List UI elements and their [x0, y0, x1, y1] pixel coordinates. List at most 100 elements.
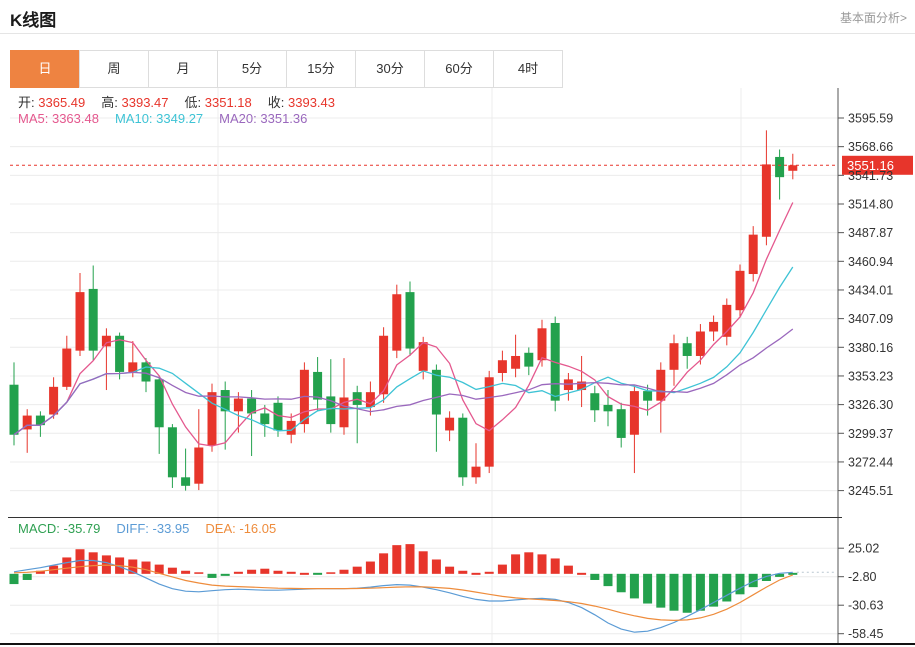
macd-hist-bar[interactable] [88, 552, 98, 574]
macd-hist-bar[interactable] [458, 570, 468, 574]
candle-body[interactable] [313, 371, 323, 400]
candle-body[interactable] [471, 466, 481, 478]
macd-hist-bar[interactable] [629, 573, 639, 599]
candle-body[interactable] [748, 234, 758, 275]
macd-hist-bar[interactable] [643, 573, 653, 604]
candle-body[interactable] [22, 415, 32, 430]
candle-body[interactable] [194, 447, 204, 484]
candle-body[interactable] [365, 392, 375, 408]
candle-body[interactable] [709, 321, 719, 332]
macd-hist-bar[interactable] [62, 557, 72, 574]
candle-body[interactable] [445, 417, 455, 431]
candle-body[interactable] [775, 156, 785, 178]
candle-body[interactable] [656, 369, 666, 401]
candle-body[interactable] [154, 379, 164, 428]
macd-hist-bar[interactable] [233, 571, 243, 574]
candle-body[interactable] [220, 390, 230, 412]
candle-body[interactable] [537, 328, 547, 361]
candle-body[interactable] [524, 352, 534, 367]
candle-body[interactable] [590, 393, 600, 411]
macd-hist-bar[interactable] [22, 573, 32, 580]
macd-hist-bar[interactable] [445, 566, 455, 574]
macd-hist-bar[interactable] [431, 559, 441, 574]
candle-body[interactable] [379, 335, 389, 395]
candle-body[interactable] [431, 369, 441, 415]
macd-hist-bar[interactable] [775, 573, 785, 577]
candle-body[interactable] [273, 402, 283, 431]
tab-weekly[interactable]: 周 [79, 50, 149, 88]
candle-body[interactable] [788, 165, 798, 171]
candle-body[interactable] [722, 304, 732, 337]
macd-hist-bar[interactable] [194, 572, 204, 574]
candle-body[interactable] [260, 413, 270, 425]
candle-body[interactable] [643, 391, 653, 401]
macd-hist-bar[interactable] [326, 572, 336, 574]
candle-body[interactable] [577, 381, 587, 391]
macd-hist-bar[interactable] [524, 552, 534, 574]
macd-hist-bar[interactable] [484, 571, 494, 574]
candle-body[interactable] [511, 355, 521, 369]
macd-hist-bar[interactable] [761, 573, 771, 581]
tab-4hour[interactable]: 4时 [493, 50, 563, 88]
macd-hist-bar[interactable] [682, 573, 692, 613]
macd-hist-bar[interactable] [379, 553, 389, 574]
macd-hist-bar[interactable] [75, 549, 85, 574]
macd-hist-bar[interactable] [260, 568, 270, 574]
macd-hist-bar[interactable] [748, 573, 758, 588]
candle-body[interactable] [458, 417, 468, 478]
candle-body[interactable] [695, 331, 705, 356]
tab-monthly[interactable]: 月 [148, 50, 218, 88]
candle-body[interactable] [603, 404, 613, 412]
tab-30min[interactable]: 30分 [355, 50, 425, 88]
macd-hist-bar[interactable] [299, 572, 309, 575]
macd-hist-bar[interactable] [220, 573, 230, 576]
candle-body[interactable] [115, 335, 125, 372]
candle-body[interactable] [669, 343, 679, 370]
macd-hist-bar[interactable] [788, 572, 798, 575]
macd-hist-bar[interactable] [365, 561, 375, 574]
macd-hist-bar[interactable] [181, 570, 191, 574]
tab-5min[interactable]: 5分 [217, 50, 287, 88]
candle-body[interactable] [49, 386, 59, 415]
candle-body[interactable] [286, 420, 296, 435]
candle-body[interactable] [682, 343, 692, 356]
candle-body[interactable] [326, 396, 336, 425]
candle-body[interactable] [418, 342, 428, 371]
tab-15min[interactable]: 15分 [286, 50, 356, 88]
macd-hist-bar[interactable] [339, 569, 349, 574]
macd-hist-bar[interactable] [616, 573, 626, 593]
candle-body[interactable] [247, 398, 257, 414]
macd-hist-bar[interactable] [471, 572, 481, 575]
macd-hist-bar[interactable] [603, 573, 613, 587]
candle-body[interactable] [167, 427, 177, 478]
tab-daily[interactable]: 日 [10, 50, 80, 88]
macd-hist-bar[interactable] [563, 565, 573, 574]
candle-body[interactable] [9, 384, 19, 435]
candle-body[interactable] [101, 335, 111, 347]
candle-body[interactable] [181, 477, 191, 486]
candle-body[interactable] [207, 392, 217, 446]
candle-body[interactable] [761, 164, 771, 237]
macd-hist-bar[interactable] [9, 573, 19, 585]
candle-body[interactable] [75, 292, 85, 351]
candle-body[interactable] [497, 360, 507, 374]
candle-body[interactable] [735, 270, 745, 311]
macd-hist-bar[interactable] [695, 573, 705, 611]
candle-body[interactable] [88, 288, 98, 351]
fundamental-analysis-link[interactable]: 基本面分析> [839, 11, 907, 25]
macd-hist-bar[interactable] [590, 573, 600, 580]
macd-hist-bar[interactable] [352, 566, 362, 574]
macd-hist-bar[interactable] [273, 570, 283, 574]
macd-hist-bar[interactable] [154, 564, 164, 574]
macd-hist-bar[interactable] [167, 567, 177, 574]
macd-hist-bar[interactable] [669, 573, 679, 611]
candle-body[interactable] [405, 292, 415, 349]
candle-body[interactable] [616, 409, 626, 438]
macd-hist-bar[interactable] [709, 573, 719, 607]
macd-hist-bar[interactable] [577, 572, 587, 575]
candle-body[interactable] [392, 294, 402, 351]
macd-hist-bar[interactable] [537, 554, 547, 574]
macd-hist-bar[interactable] [550, 558, 560, 574]
candle-body[interactable] [62, 348, 72, 387]
